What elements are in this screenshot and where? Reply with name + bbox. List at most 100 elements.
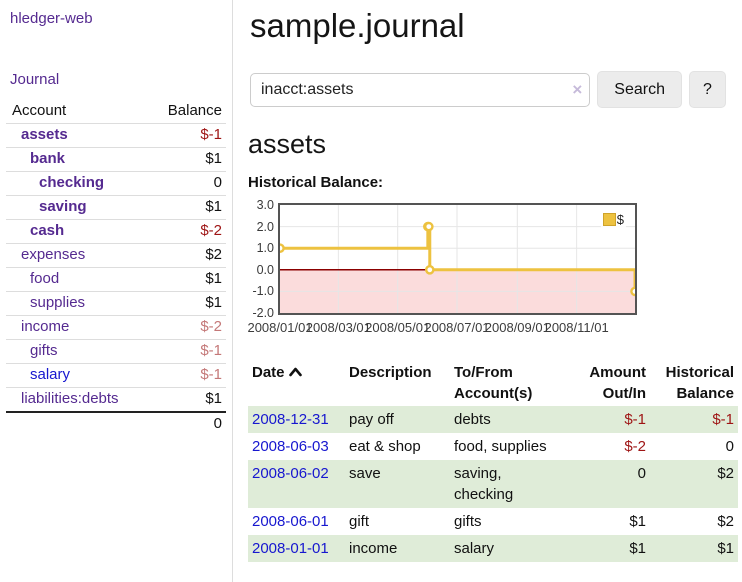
transaction-description: save <box>345 460 450 508</box>
account-balance: $1 <box>205 270 222 287</box>
search-bar: × Search ? <box>250 71 726 108</box>
transaction-date-link[interactable]: 2008-06-03 <box>252 438 329 455</box>
account-link-checking[interactable]: checking <box>39 174 105 191</box>
y-axis-tick-label: -2.0 <box>252 306 274 320</box>
historical-balance-chart: 3.0 2.0 1.0 0.0 -1.0 -2.0 $ 2008/01/01 2008/03… <box>247 198 652 340</box>
chart-legend: $ <box>600 211 626 228</box>
y-axis-tick-label: 0.0 <box>256 262 274 277</box>
account-balance: 0 <box>213 174 222 191</box>
account-link-assets[interactable]: assets <box>21 126 68 143</box>
sort-ascending-icon <box>288 362 302 383</box>
account-link-supplies[interactable]: supplies <box>30 294 86 311</box>
transaction-date-link[interactable]: 2008-06-02 <box>252 465 329 482</box>
x-axis-tick-label: 2008/05/01 <box>365 320 431 335</box>
account-balance: $1 <box>205 294 222 311</box>
account-row: gifts $-1 <box>6 340 226 364</box>
account-row: assets $-1 <box>6 124 226 148</box>
account-link-income[interactable]: income <box>21 318 70 335</box>
transaction-amount: $-2 <box>624 438 646 455</box>
date-column-header[interactable]: Date <box>248 360 345 406</box>
x-axis-tick-label: 2008/07/01 <box>424 320 490 335</box>
y-axis-tick-label: 3.0 <box>256 198 274 212</box>
x-axis-tick-label: 2008/01/01 <box>247 320 313 335</box>
account-row: supplies $1 <box>6 292 226 316</box>
account-row: income $-2 <box>6 316 226 340</box>
account-row: saving $1 <box>6 196 226 220</box>
account-link-cash[interactable]: cash <box>30 222 65 239</box>
transaction-accounts: salary <box>450 535 565 562</box>
description-column-header: Description <box>349 364 432 381</box>
transaction-amount: $-1 <box>565 406 650 433</box>
account-balance: $1 <box>205 150 222 167</box>
account-balance: $1 <box>205 390 222 407</box>
legend-swatch-dollar <box>602 213 616 226</box>
account-balance: $-1 <box>200 366 222 383</box>
transaction-description: eat & shop <box>349 438 421 455</box>
x-axis-tick-label: 2008/09/01 <box>484 320 550 335</box>
transaction-amount: $1 <box>629 513 646 530</box>
amount-column-header: Amount Out/In <box>589 364 646 402</box>
transaction-row: 2008-06-03 eat & shop food, supplies $-2 0 <box>248 433 738 460</box>
search-input[interactable] <box>250 72 591 107</box>
x-axis-tick-label: 2008/11/01 <box>544 320 609 335</box>
account-balance: $2 <box>205 246 222 263</box>
accounts-header-row: Account Balance <box>6 100 226 124</box>
balance-column-header-register: Historical Balance <box>665 364 734 402</box>
transaction-balance: $1 <box>650 535 738 562</box>
account-row: liabilities:debts $1 <box>6 388 226 412</box>
account-row: food $1 <box>6 268 226 292</box>
transaction-accounts: saving, checking <box>450 460 565 508</box>
transaction-balance: $2 <box>650 460 738 508</box>
account-row: expenses $2 <box>6 244 226 268</box>
account-link-bank[interactable]: bank <box>30 150 66 167</box>
account-balance: $-2 <box>200 222 222 239</box>
transaction-accounts: gifts <box>454 513 482 530</box>
y-axis-tick-label: 1.0 <box>256 241 274 256</box>
account-balance: $-2 <box>200 318 222 335</box>
transaction-date-link[interactable]: 2008-01-01 <box>252 540 329 557</box>
account-row: checking 0 <box>6 172 226 196</box>
transaction-balance: $2 <box>717 513 734 530</box>
transaction-description: income <box>345 535 450 562</box>
help-button[interactable]: ? <box>689 71 726 108</box>
account-row: salary $-1 <box>6 364 226 388</box>
transaction-balance: 0 <box>725 438 734 455</box>
accounts-column-header: To/From Account(s) <box>454 364 533 402</box>
account-link-gifts[interactable]: gifts <box>30 342 58 359</box>
transaction-date-link[interactable]: 2008-06-01 <box>252 513 329 530</box>
main-panel: sample.journal × Search ? assets Histori… <box>234 0 742 582</box>
account-link-liabilities-debts[interactable]: liabilities:debts <box>21 390 119 407</box>
balance-column-header: Balance <box>167 102 222 119</box>
page-title: sample.journal <box>250 7 465 44</box>
sidebar-item-journal[interactable]: Journal <box>10 71 60 88</box>
register-table: Date Description To/From Account(s) Amou… <box>248 360 738 562</box>
transaction-row: 2008-12-31 pay off debts $-1 $-1 <box>248 406 738 433</box>
search-button[interactable]: Search <box>597 71 682 108</box>
clear-search-icon[interactable]: × <box>572 79 583 99</box>
chart-title: Historical Balance: <box>248 174 384 191</box>
legend-label: $ <box>616 212 624 227</box>
accounts-total-row: 0 <box>6 412 226 436</box>
accounts-total-value: 0 <box>213 415 222 432</box>
account-link-expenses[interactable]: expenses <box>21 246 86 263</box>
account-link-saving[interactable]: saving <box>39 198 87 215</box>
transaction-description: gift <box>349 513 370 530</box>
account-link-food[interactable]: food <box>30 270 60 287</box>
account-row: cash $-2 <box>6 220 226 244</box>
transaction-amount: $1 <box>565 535 650 562</box>
transaction-description: pay off <box>345 406 450 433</box>
x-axis-tick-label: 2008/03/01 <box>305 320 371 335</box>
y-axis-tick-label: -1.0 <box>252 284 274 299</box>
app-title-link[interactable]: hledger-web <box>10 10 93 27</box>
account-balance: $-1 <box>200 126 222 143</box>
sidebar: hledger-web Journal Account Balance asse… <box>0 0 233 582</box>
transaction-accounts: debts <box>450 406 565 433</box>
transaction-date-link[interactable]: 2008-12-31 <box>252 411 329 428</box>
transaction-amount: 0 <box>565 460 650 508</box>
accounts-table: Account Balance assets $-1 bank $1 checking 0… <box>6 100 226 436</box>
account-balance: $-1 <box>200 342 222 359</box>
chart-plot-area: $ <box>278 203 637 315</box>
account-link-salary[interactable]: salary <box>30 366 71 383</box>
transaction-balance: $-1 <box>650 406 738 433</box>
register-header-row: Date Description To/From Account(s) Amou… <box>248 360 738 406</box>
